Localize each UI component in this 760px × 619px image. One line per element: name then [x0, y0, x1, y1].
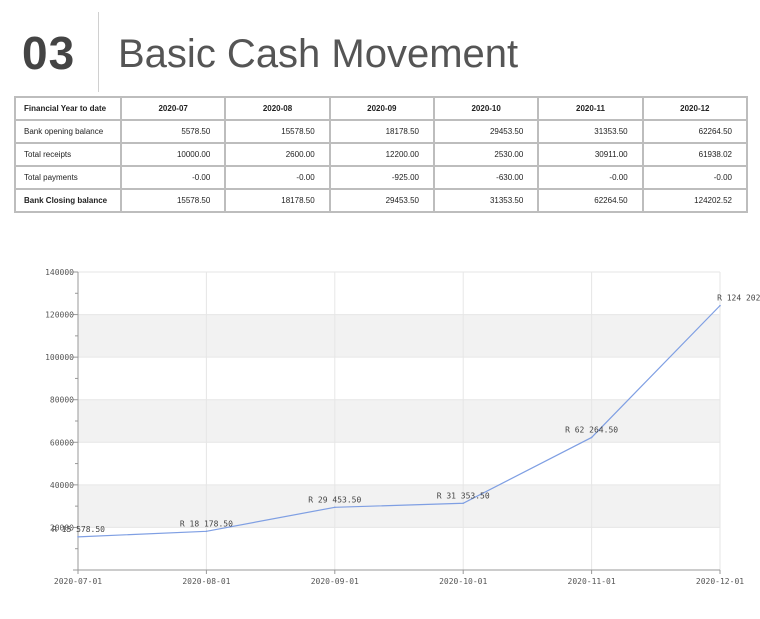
header-month: 2020-09 [330, 98, 433, 119]
row-value: -0.00 [226, 167, 329, 188]
closing-balance-chart: 140000 120000 100000 80000 60000 40000 20000 20… [0, 258, 760, 598]
row-value: 31353.50 [434, 190, 538, 211]
x-tick-label: 2020-07-01 [54, 577, 102, 586]
data-point [462, 502, 465, 505]
x-tick-label: 2020-11-01 [568, 577, 616, 586]
row-label: Total receipts [16, 144, 120, 165]
row-value: -0.00 [122, 167, 225, 188]
row-label: Total payments [16, 167, 120, 188]
y-tick-label: 80000 [50, 396, 74, 405]
row-value: -0.00 [643, 167, 746, 188]
y-tick-label: 20000 [50, 523, 74, 532]
row-value: 10000.00 [122, 144, 225, 165]
series-line [77, 305, 721, 538]
data-point [590, 436, 593, 439]
row-value: 62264.50 [539, 190, 642, 211]
row-value: 29453.50 [330, 190, 433, 211]
data-label: R 15 578.50 [52, 525, 105, 534]
table-row-total: Bank Closing balance 15578.50 18178.50 2… [16, 190, 746, 211]
section-number: 03 [22, 27, 76, 79]
row-label: Bank opening balance [16, 121, 120, 142]
header-month: 2020-11 [539, 98, 642, 119]
table-header-row: Financial Year to date 2020-07 2020-08 2… [16, 98, 746, 119]
row-label: Bank Closing balance [16, 190, 120, 211]
data-point [719, 304, 721, 307]
row-value: 2530.00 [434, 144, 538, 165]
row-value: -925.00 [330, 167, 433, 188]
y-tick-label: 60000 [50, 438, 74, 447]
data-point [205, 530, 208, 533]
row-value: 15578.50 [226, 121, 329, 142]
header-month: 2020-12 [643, 98, 746, 119]
header-month: 2020-10 [434, 98, 538, 119]
row-value: 29453.50 [434, 121, 538, 142]
x-tick-label: 2020-08-01 [182, 577, 230, 586]
row-value: 61938.02 [643, 144, 746, 165]
row-value: 124202.52 [643, 190, 746, 211]
y-tick-label: 100000 [45, 353, 74, 362]
y-tick-label: 120000 [45, 311, 74, 320]
row-value: 18178.50 [226, 190, 329, 211]
row-value: 31353.50 [539, 121, 642, 142]
data-label: R 31 353.50 [437, 491, 490, 500]
x-tick-label: 2020-10-01 [439, 577, 487, 586]
row-value: -0.00 [539, 167, 642, 188]
row-value: 15578.50 [122, 190, 225, 211]
row-value: 62264.50 [643, 121, 746, 142]
section-header: 03 Basic Cash Movement [0, 0, 760, 92]
data-label: R 18 178.50 [180, 519, 233, 528]
y-tick-label: 140000 [45, 268, 74, 277]
row-value: 2600.00 [226, 144, 329, 165]
header-label: Financial Year to date [16, 98, 120, 119]
data-point [77, 536, 79, 538]
grid-band [78, 484, 720, 528]
chart-canvas: 140000 120000 100000 80000 60000 40000 20000 20… [45, 268, 760, 586]
row-value: 30911.00 [539, 144, 642, 165]
header-month: 2020-07 [122, 98, 225, 119]
section-divider [98, 12, 99, 92]
row-value: 18178.50 [330, 121, 433, 142]
data-label: R 29 453.50 [308, 495, 361, 504]
cash-movement-table: Financial Year to date 2020-07 2020-08 2… [14, 96, 748, 213]
data-point [334, 506, 336, 509]
row-value: -630.00 [434, 167, 538, 188]
x-tick-label: 2020-09-01 [311, 577, 359, 586]
header-month: 2020-08 [226, 98, 329, 119]
x-tick-label: 2020-12-01 [696, 577, 744, 586]
table-row: Bank opening balance 5578.50 15578.50 18… [16, 121, 746, 142]
table-row: Total payments -0.00 -0.00 -925.00 -630.… [16, 167, 746, 188]
row-value: 5578.50 [122, 121, 225, 142]
data-label: R 62 264.50 [565, 425, 618, 434]
grid-band [78, 314, 720, 358]
section-title: Basic Cash Movement [118, 32, 519, 76]
grid-band [78, 399, 720, 443]
table-row: Total receipts 10000.00 2600.00 12200.00… [16, 144, 746, 165]
data-label: R 124 202.52 [717, 294, 760, 303]
row-value: 12200.00 [330, 144, 433, 165]
y-tick-label: 40000 [50, 481, 74, 490]
